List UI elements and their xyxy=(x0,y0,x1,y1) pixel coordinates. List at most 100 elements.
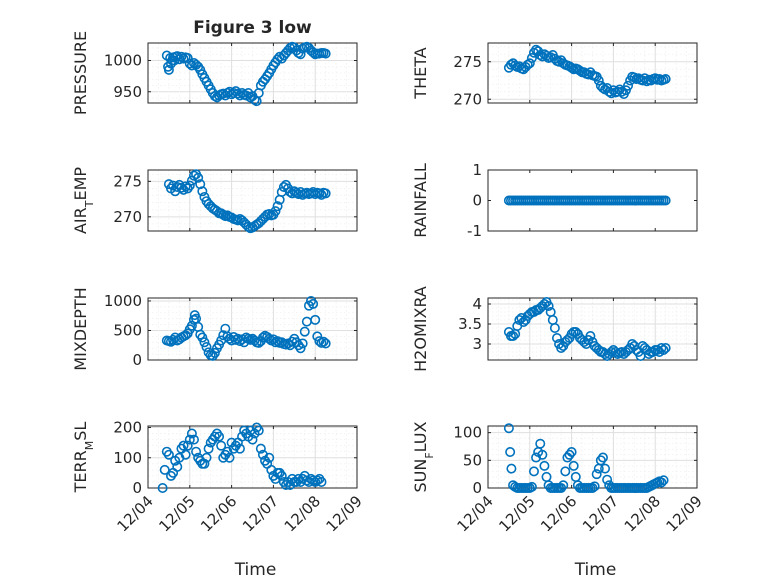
y-tick-label: 0 xyxy=(132,351,142,369)
data-point xyxy=(278,182,289,193)
y-tick-label: 200 xyxy=(113,419,142,437)
data-point xyxy=(318,336,329,347)
axes-box xyxy=(147,297,358,361)
data-point xyxy=(593,75,604,86)
y-axis-label: THETA xyxy=(411,47,430,99)
y-axis-label: SUNFLUX xyxy=(411,421,436,492)
data-point xyxy=(201,342,212,353)
data-point xyxy=(253,425,264,436)
data-point xyxy=(197,186,208,197)
data-point xyxy=(276,470,287,481)
data-point xyxy=(660,74,671,85)
data-point xyxy=(180,449,191,460)
y-tick-label: 1000 xyxy=(104,292,142,310)
y-tick-label: 270 xyxy=(113,208,142,226)
data-point xyxy=(658,475,669,486)
y-axis-label-tail: SL xyxy=(71,422,90,441)
y-tick-label: 4 xyxy=(472,295,482,313)
data-point xyxy=(566,62,577,73)
data-point xyxy=(551,332,562,343)
y-axis-label-tail: EMP xyxy=(71,167,90,201)
data-point xyxy=(568,460,579,471)
y-tick-label: 0 xyxy=(472,192,482,210)
data-point xyxy=(314,336,325,347)
data-point xyxy=(316,476,327,487)
y-axis-label-main: TERR xyxy=(71,450,90,493)
data-point xyxy=(299,326,310,337)
data-point xyxy=(591,469,602,480)
y-tick-label: 100 xyxy=(453,424,482,442)
data-point xyxy=(585,330,596,341)
y-axis-label: AIRTEMP xyxy=(71,167,96,234)
y-axis-label-subscript: M xyxy=(83,441,96,451)
data-point xyxy=(272,201,283,212)
data-point xyxy=(182,183,193,194)
y-tick-label: 275 xyxy=(453,53,482,71)
data-point xyxy=(264,452,275,463)
axes-box xyxy=(487,297,698,361)
y-axis-label: H2OMIXRA xyxy=(411,286,430,372)
data-point xyxy=(503,423,514,434)
y-tick-label: 100 xyxy=(113,449,142,467)
data-point xyxy=(623,80,634,91)
y-tick-label: 275 xyxy=(113,172,142,190)
data-point xyxy=(556,482,567,493)
x-tick-label: 12/04 xyxy=(454,492,497,535)
y-tick-label: 1 xyxy=(472,161,482,179)
data-point xyxy=(560,466,571,477)
data-point xyxy=(528,466,539,477)
data-point xyxy=(176,51,187,62)
data-point xyxy=(234,443,245,454)
data-point xyxy=(188,434,199,445)
data-point xyxy=(616,346,627,357)
data-point xyxy=(218,209,229,220)
data-point xyxy=(193,172,204,183)
x-axis-label: Time xyxy=(234,560,277,580)
data-point xyxy=(308,186,319,197)
data-point xyxy=(178,440,189,451)
x-tick-label: 12/06 xyxy=(537,492,580,535)
x-tick-label: 12/09 xyxy=(323,492,366,535)
y-axis-label-tail: LUX xyxy=(411,421,430,452)
data-point xyxy=(295,343,306,354)
data-point xyxy=(558,480,569,491)
data-point xyxy=(658,344,669,355)
data-point xyxy=(199,458,210,469)
y-axis-label: RAINFALL xyxy=(411,163,430,238)
data-point xyxy=(537,449,548,460)
data-point xyxy=(508,330,519,341)
data-point xyxy=(656,477,667,488)
data-point xyxy=(656,342,667,353)
data-point xyxy=(535,438,546,449)
data-point xyxy=(209,347,220,358)
x-axis-label: Time xyxy=(574,560,617,580)
y-tick-label: 950 xyxy=(113,83,142,101)
data-point xyxy=(184,180,195,191)
plot-area xyxy=(148,170,357,231)
data-point xyxy=(297,338,308,349)
subplot-title: Figure 3 low xyxy=(193,18,312,38)
x-tick-label: 12/08 xyxy=(621,492,664,535)
y-tick-label: 270 xyxy=(453,90,482,108)
data-point xyxy=(660,195,671,206)
data-point xyxy=(308,298,319,309)
y-axis-label-subscript: F xyxy=(423,452,436,458)
y-axis-label-main: AIR xyxy=(71,207,90,234)
data-point xyxy=(255,443,266,454)
data-point xyxy=(199,337,210,348)
y-tick-label: -1 xyxy=(467,222,482,240)
y-axis-label: MIXDEPTH xyxy=(71,287,90,370)
x-tick-label: 12/04 xyxy=(114,492,157,535)
data-point xyxy=(214,431,225,442)
y-tick-label: 0 xyxy=(132,479,142,497)
y-tick-label: 1000 xyxy=(104,52,142,70)
data-point xyxy=(526,52,537,63)
data-point xyxy=(660,342,671,353)
data-point xyxy=(320,48,331,59)
data-point xyxy=(320,188,331,199)
data-point xyxy=(182,440,193,451)
data-point xyxy=(526,481,537,492)
data-point xyxy=(191,446,202,457)
